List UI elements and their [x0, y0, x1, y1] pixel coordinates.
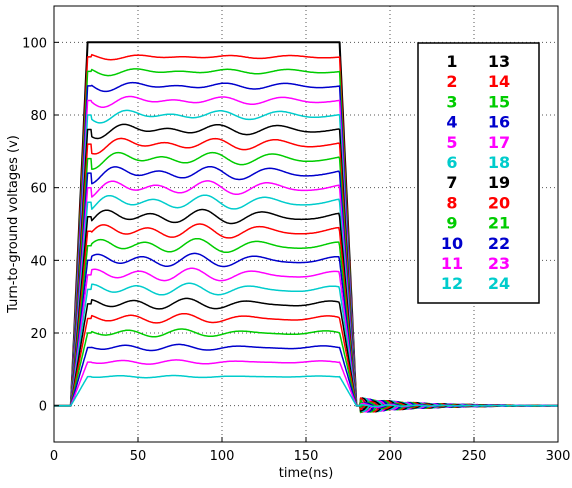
- y-tick-label: 20: [30, 327, 47, 342]
- legend-entry-17: 17: [488, 133, 510, 152]
- legend-entry-19: 19: [488, 173, 510, 192]
- legend-entry-5: 5: [446, 133, 457, 152]
- legend-entry-15: 15: [488, 92, 510, 111]
- axis-ticks: 0 50 100 150 200 250 300 0 20 40 60 80 100: [22, 36, 570, 464]
- legend-entry-13: 13: [488, 52, 510, 71]
- legend-entry-16: 16: [488, 113, 510, 132]
- legend-entry-12: 12: [441, 274, 463, 293]
- legend-entry-11: 11: [441, 254, 463, 273]
- x-tick-label: 0: [50, 449, 58, 464]
- legend-entry-14: 14: [488, 72, 510, 91]
- y-tick-label: 100: [22, 36, 47, 51]
- x-axis-title: time(ns): [279, 466, 334, 481]
- legend-entry-23: 23: [488, 254, 510, 273]
- x-tick-label: 200: [378, 449, 403, 464]
- x-tick-label: 300: [546, 449, 571, 464]
- y-tick-label: 80: [30, 109, 47, 124]
- legend-entry-20: 20: [488, 193, 510, 212]
- legend-entry-3: 3: [446, 92, 457, 111]
- y-axis-title: Turn-to-ground voltages (v): [6, 135, 21, 314]
- series-group: [53, 41, 559, 414]
- y-tick-label: 60: [30, 182, 47, 197]
- legend-entry-2: 2: [446, 72, 457, 91]
- legend-entry-1: 1: [446, 52, 457, 71]
- legend-entry-4: 4: [446, 113, 457, 132]
- series-line-24: [54, 374, 558, 408]
- legend-entry-24: 24: [488, 274, 510, 293]
- y-tick-label: 0: [39, 400, 47, 415]
- legend-entry-6: 6: [446, 153, 457, 172]
- x-tick-label: 250: [462, 449, 487, 464]
- x-tick-label: 50: [130, 449, 147, 464]
- x-tick-label: 150: [294, 449, 319, 464]
- x-tick-label: 100: [210, 449, 235, 464]
- legend-entry-8: 8: [446, 193, 457, 212]
- legend-entry-22: 22: [488, 234, 510, 253]
- legend-entry-7: 7: [446, 173, 457, 192]
- legend-entry-21: 21: [488, 214, 510, 233]
- legend-entry-18: 18: [488, 153, 510, 172]
- legend-box: [417, 42, 540, 304]
- legend-entry-9: 9: [446, 214, 457, 233]
- legend-entry-10: 10: [441, 234, 463, 253]
- y-tick-label: 40: [30, 254, 47, 269]
